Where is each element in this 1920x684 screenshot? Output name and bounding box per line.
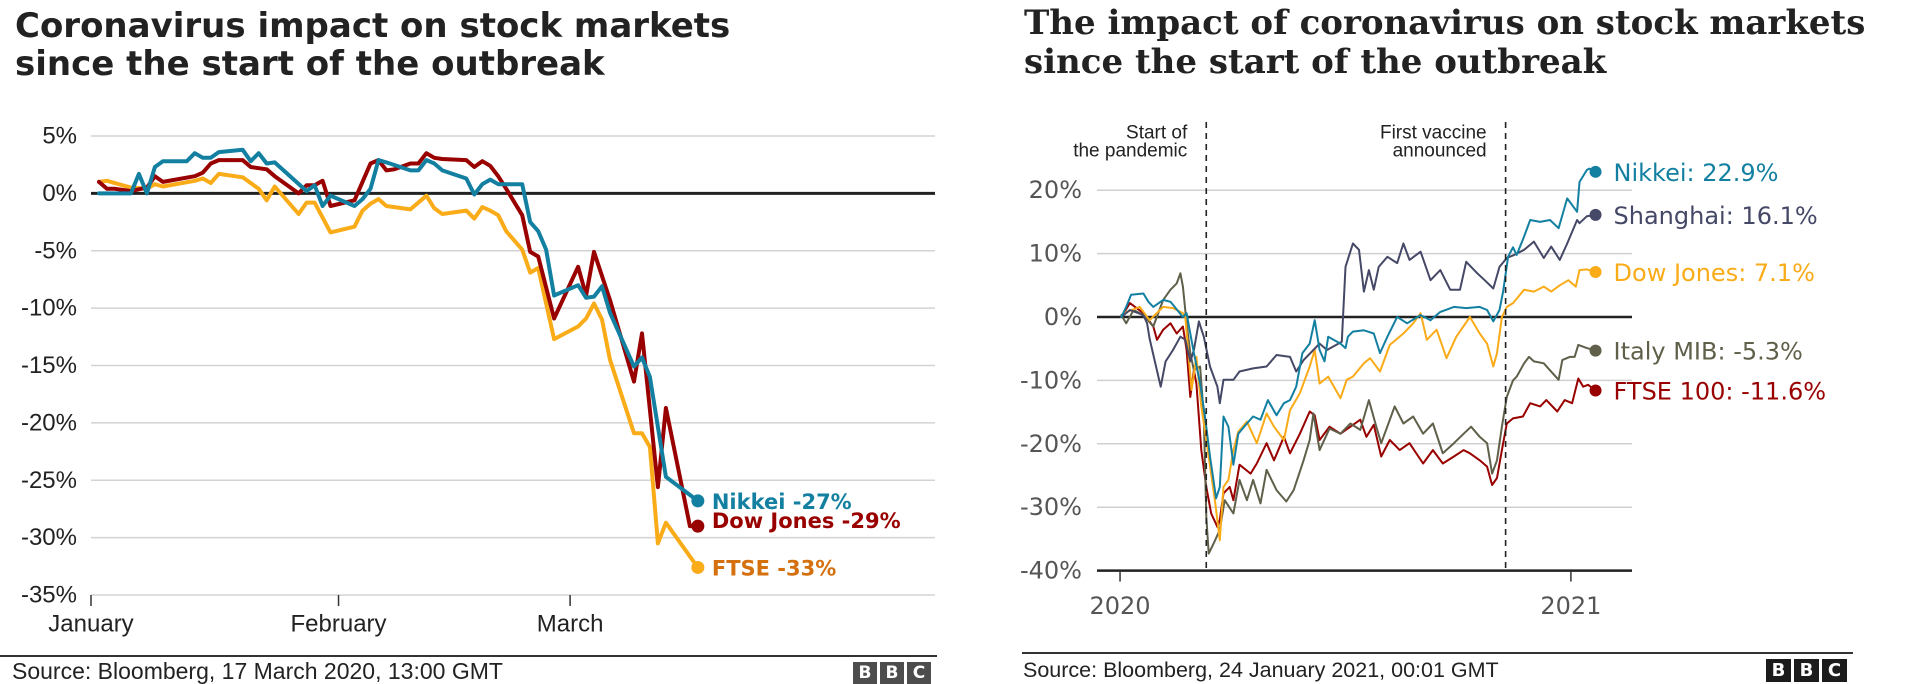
bbc-logo-letter: B (853, 662, 877, 684)
y-tick-label: -15% (21, 352, 77, 379)
series-label-ftse-100: FTSE 100: -11.6% (1614, 378, 1827, 406)
y-tick-label: -20% (21, 409, 77, 436)
series-label-dow-jones: Dow Jones: 7.1% (1614, 259, 1815, 287)
y-tick-label: -10% (1020, 366, 1082, 394)
y-tick-label: -40% (1020, 557, 1082, 585)
bbc-logo-letter: B (1766, 659, 1791, 682)
chart-title-right: The impact of coronavirus on stock marke… (1024, 4, 1865, 82)
series-label-ftse: FTSE -33% (712, 556, 836, 580)
series-label-dow-jones: Dow Jones -29% (712, 509, 901, 533)
y-tick-label: -25% (21, 467, 77, 494)
footer-rule-left (0, 655, 937, 657)
bbc-logo-letter: C (1822, 659, 1847, 682)
y-tick-label: 0% (1044, 303, 1082, 331)
y-tick-label: 10% (1029, 240, 1082, 268)
end-dot-dow-jones (1589, 265, 1602, 278)
source-note-right: Source: Bloomberg, 24 January 2021, 00:0… (1023, 658, 1499, 682)
series-line-nikkei (97, 147, 700, 503)
source-note-left: Source: Bloomberg, 17 March 2020, 13:00 … (12, 658, 503, 684)
end-dot-ftse (691, 560, 705, 574)
x-tick-label: February (291, 611, 387, 638)
event-marker-label: Start of (1126, 123, 1188, 144)
end-dot-italy-mib (1589, 344, 1602, 357)
chart-title-left-line-2: since the start of the outbreak (15, 44, 605, 84)
chart-left-plot: 5% 0% -5% -10% -15% -20% -25% -30% -35%January Fe… (21, 123, 935, 638)
end-dot-ftse-100 (1589, 384, 1602, 397)
series-label-italy-mib: Italy MIB: -5.3% (1614, 338, 1803, 366)
y-tick-label: 0% (42, 180, 77, 207)
y-tick-label: -35% (21, 582, 77, 609)
series-line-shanghai (1120, 213, 1597, 405)
series-line-ftse-100 (1120, 302, 1597, 528)
y-tick-label: 5% (42, 123, 77, 150)
end-dot-dow-jones (691, 519, 705, 533)
series-line-dow-jones (1120, 268, 1597, 542)
series-line-ftse (97, 171, 700, 570)
end-dot-nikkei (691, 494, 705, 508)
end-dot-shanghai (1589, 208, 1602, 221)
bbc-logo-right: B B C (1766, 659, 1847, 682)
chart-right-plot: 20% 10% 0% -10% -20% -30% -40%2020 2021 Nikkei: … (1020, 122, 1827, 620)
bbc-logo-letter: C (907, 662, 931, 684)
bbc-logo-letter: B (880, 662, 904, 684)
x-tick-label: 2020 (1089, 592, 1150, 620)
series-label-nikkei: Nikkei: 22.9% (1614, 159, 1779, 187)
chart-title-left: Coronavirus impact on stock markets sinc… (15, 7, 730, 83)
event-marker-label: the pandemic (1073, 141, 1187, 162)
footer-rule-right (1022, 652, 1853, 654)
x-tick-label: January (48, 611, 133, 638)
chart-title-right-line-1: The impact of coronavirus on stock marke… (1024, 3, 1866, 43)
x-tick-label: 2021 (1540, 592, 1601, 620)
y-tick-label: 20% (1029, 176, 1082, 204)
x-tick-label: March (537, 611, 604, 638)
chart-title-left-line-1: Coronavirus impact on stock markets (15, 6, 731, 46)
y-tick-label: -30% (1020, 493, 1082, 521)
chart-title-right-line-2: since the start of the outbreak (1024, 42, 1607, 82)
y-tick-label: -10% (21, 295, 77, 322)
event-marker-label: announced (1393, 141, 1487, 162)
series-label-shanghai: Shanghai: 16.1% (1614, 202, 1818, 230)
end-dot-nikkei (1589, 165, 1602, 178)
y-tick-label: -30% (21, 524, 77, 551)
series-label-nikkei: Nikkei -27% (712, 490, 852, 514)
bbc-logo-letter: B (1794, 659, 1819, 682)
y-tick-label: -20% (1020, 430, 1082, 458)
series-line-nikkei (1120, 167, 1597, 500)
event-marker-label: First vaccine (1380, 123, 1487, 144)
bbc-logo-left: B B C (853, 662, 931, 684)
y-tick-label: -5% (34, 237, 77, 264)
